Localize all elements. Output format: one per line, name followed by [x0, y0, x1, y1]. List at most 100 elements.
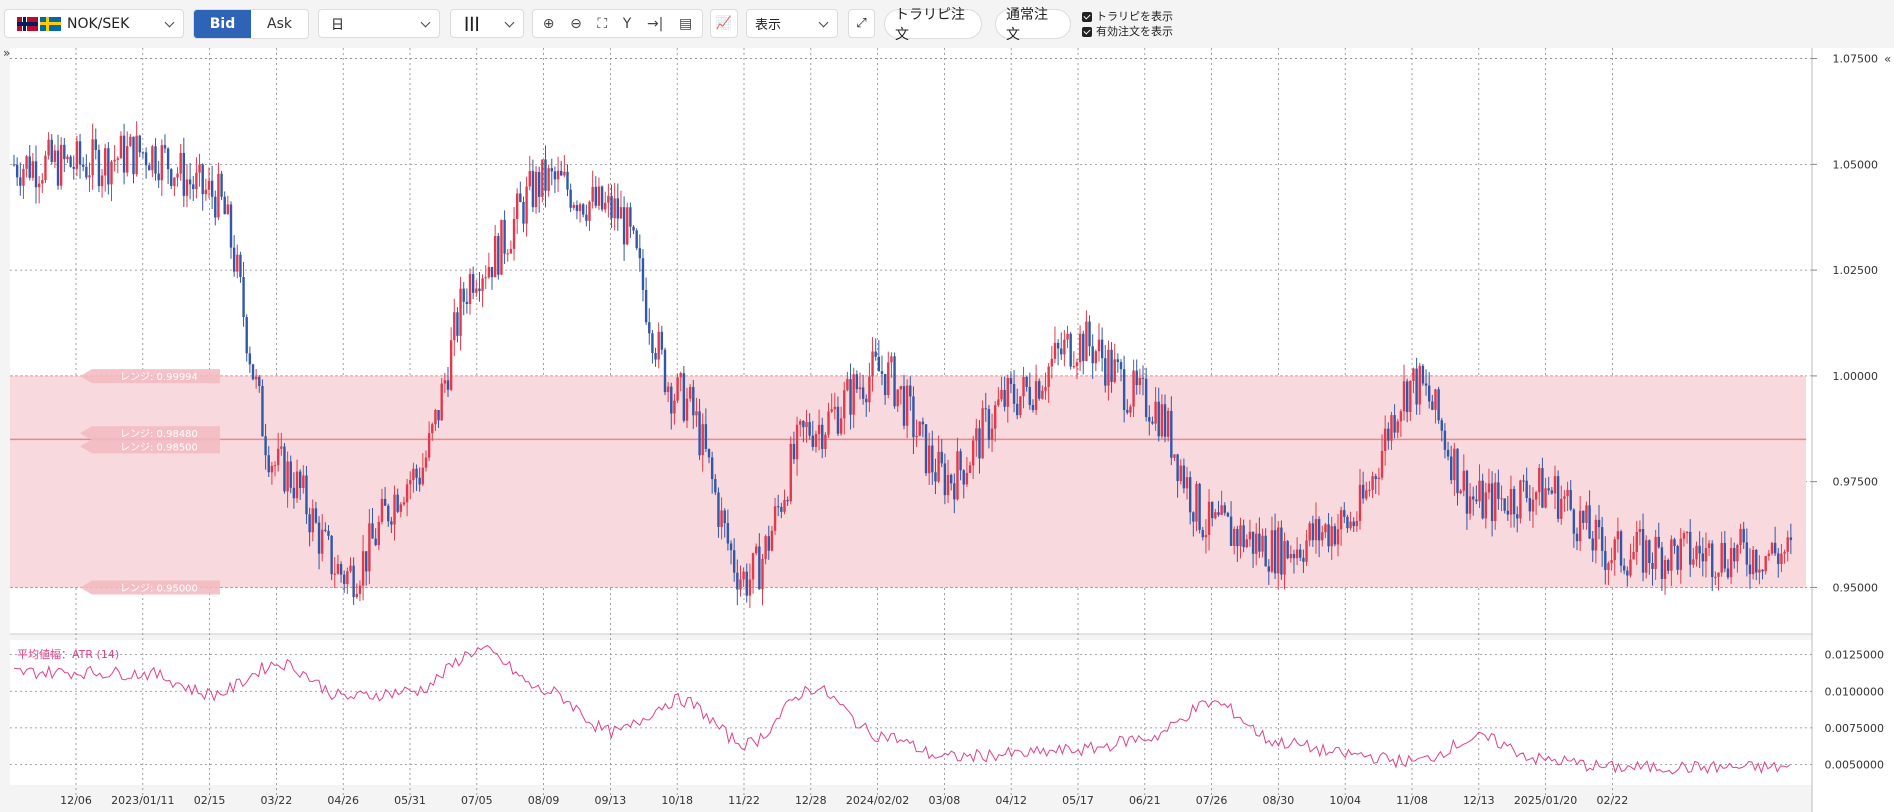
candle-body: [544, 159, 547, 191]
expand-button[interactable]: ⤢: [848, 9, 875, 38]
candle-body: [1522, 480, 1525, 482]
candle-body: [475, 288, 478, 293]
candle-body: [1698, 545, 1701, 554]
show-orders-checkbox[interactable]: 有効注文を表示: [1082, 24, 1173, 39]
candle-body: [1682, 533, 1686, 539]
trarip-order-button[interactable]: トラリピ注文: [884, 7, 982, 43]
candle-body: [267, 455, 270, 473]
candle-body: [1085, 321, 1088, 362]
y-tick-label: 0.0100000: [1825, 685, 1885, 698]
candle-body: [1305, 540, 1308, 562]
candle-body: [758, 546, 761, 590]
candle-body: [192, 184, 195, 190]
candle-body: [1556, 476, 1560, 519]
candle-body: [569, 189, 572, 208]
candle-body: [1717, 572, 1720, 577]
candle-body: [1751, 549, 1755, 575]
range-tag: [80, 369, 220, 384]
candle-body: [25, 156, 28, 169]
candle-body: [1770, 542, 1774, 554]
candle-body: [676, 377, 679, 401]
candle-body: [236, 254, 239, 272]
atr-pane: [10, 640, 1812, 785]
candle-body: [34, 161, 38, 188]
candle-body: [902, 386, 906, 426]
candle-body: [1506, 510, 1510, 515]
candle-body: [1028, 386, 1031, 405]
candle-body: [402, 502, 406, 505]
x-tick-label: 04/12: [995, 794, 1027, 807]
candle-body: [1066, 333, 1069, 340]
display-select[interactable]: 表示: [746, 9, 838, 38]
document-icon[interactable]: ▤: [678, 15, 693, 32]
zoom-out-icon[interactable]: ⊖: [570, 15, 582, 32]
normal-order-button[interactable]: 通常注文: [995, 7, 1071, 43]
candle-body: [459, 288, 462, 336]
x-tick-label: 12/06: [60, 794, 92, 807]
candle-body: [97, 149, 101, 187]
candle-body: [135, 135, 138, 175]
candle-body: [173, 177, 176, 186]
candle-body: [685, 398, 689, 421]
candle-body: [1610, 560, 1613, 564]
candle-body: [286, 461, 289, 492]
candle-body: [1220, 505, 1223, 515]
candle-body: [1233, 528, 1236, 546]
candle-body: [1295, 549, 1299, 559]
candle-body: [415, 468, 418, 478]
candle-body: [968, 465, 972, 473]
y-lock-icon[interactable]: Y: [622, 15, 632, 32]
range-label: レンジ: 0.99994: [120, 372, 198, 383]
candle-body: [365, 551, 368, 572]
range-label: レンジ: 0.98500: [120, 442, 198, 453]
candle-body: [1676, 546, 1679, 570]
candle-body: [327, 530, 330, 536]
candle-body: [1038, 381, 1041, 399]
candle-body: [320, 529, 324, 554]
show-trarip-checkbox[interactable]: トラリピを表示: [1082, 9, 1173, 24]
candle-body: [387, 505, 390, 522]
candle-body: [1100, 339, 1104, 359]
x-tick-label: 02/22: [1597, 794, 1629, 807]
jump-latest-icon[interactable]: →|: [646, 15, 664, 32]
candle-body: [1141, 377, 1145, 379]
candle-body: [572, 205, 575, 208]
candle-body: [1786, 537, 1789, 552]
candle-body: [72, 166, 75, 169]
collapse-left-icon[interactable]: »: [3, 46, 10, 60]
bid-button[interactable]: Bid: [194, 10, 251, 38]
candle-body: [1635, 531, 1638, 553]
collapse-right-icon[interactable]: «: [1884, 52, 1891, 66]
fit-icon[interactable]: ⛶: [597, 15, 608, 32]
candle-body: [909, 385, 912, 397]
candle-body: [940, 451, 943, 464]
candle-body: [1352, 521, 1355, 527]
candle-body: [1170, 410, 1173, 458]
candle-body: [1516, 514, 1519, 519]
ask-button[interactable]: Ask: [251, 10, 308, 38]
candle-body: [519, 193, 522, 203]
candle-body: [1560, 498, 1563, 519]
candle-body: [1726, 568, 1730, 578]
candle-body: [390, 521, 393, 525]
candle-body: [223, 196, 226, 215]
chart-type-select[interactable]: ┃┃┃: [450, 9, 524, 38]
candle-body: [629, 207, 632, 227]
candle-body: [509, 248, 513, 254]
candle-body: [1525, 480, 1528, 499]
candle-body: [346, 571, 349, 585]
candle-body: [1236, 528, 1239, 547]
candle-body: [110, 161, 113, 185]
candle-body: [1607, 563, 1610, 571]
candle-body: [1739, 528, 1742, 546]
candle-body: [1025, 377, 1028, 387]
period-select[interactable]: 日: [318, 9, 440, 38]
currency-pair-select[interactable]: NOK/SEK: [4, 9, 184, 38]
indicator-button[interactable]: 📈: [710, 9, 738, 38]
candle-body: [1380, 450, 1384, 478]
candle-body: [1660, 547, 1664, 579]
zoom-in-icon[interactable]: ⊕: [542, 15, 555, 32]
candle-body: [314, 508, 318, 523]
candle-body: [1050, 358, 1054, 367]
